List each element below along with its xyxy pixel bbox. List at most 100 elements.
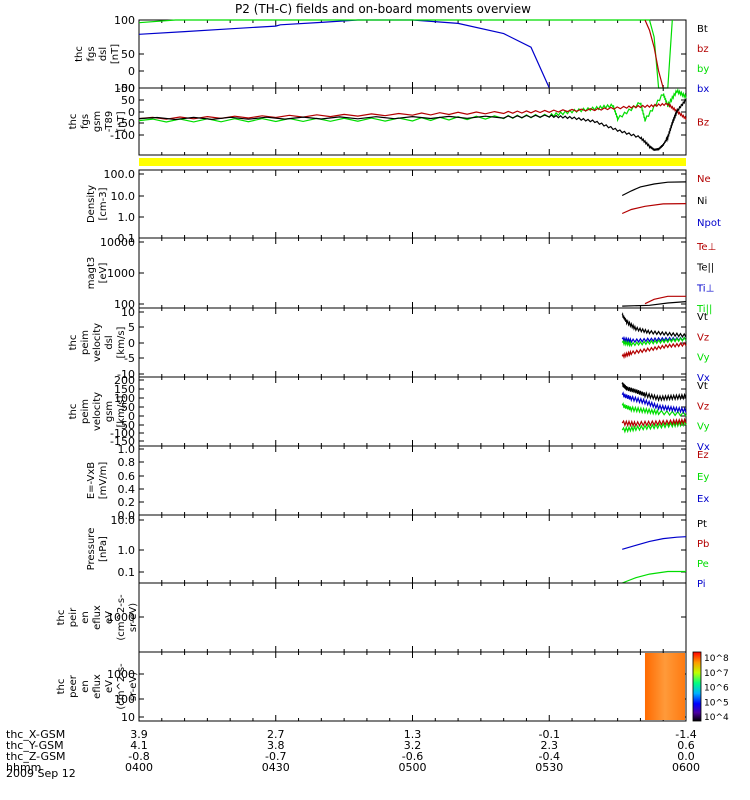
ephemeris-row-label: thc_Y-GSM: [6, 739, 64, 752]
panel-frame-efield: [138, 445, 687, 516]
panel-efield: 1.00.80.60.40.20.0 E=-VxB [mV/m] Ez Ey Ex: [86, 443, 709, 522]
y-tick-label: 1000: [107, 611, 135, 624]
colorbar-tick-label: 10^5: [704, 698, 729, 708]
y-axis-label-line: [mV/m]: [98, 462, 109, 500]
y-axis-label-line: velocity: [92, 323, 103, 362]
y-tick-label: 1.0: [118, 211, 136, 224]
y-axis-label-line: thc: [56, 610, 67, 626]
y-tick-label: 0.2: [118, 496, 136, 509]
y-axis-label-line: peim: [80, 399, 91, 424]
y-tick-label: 50: [121, 94, 135, 107]
panel-frame-pressure: [138, 514, 687, 584]
series-vt-dsl: [621, 312, 687, 338]
y-axis-label-line: dsl: [98, 47, 109, 61]
series-vy-gsm-low: [621, 419, 687, 434]
panel-fgs-dsl: 100 50 0 -50 thc fgs dsl [nT] Bt bz by bx: [74, 14, 709, 95]
panel-peir-spec: 1000 thc peir en eflux eV (cm^2-s-sr-eV): [56, 582, 687, 653]
ephemeris-table: thc_X-GSMthc_Y-GSMthc_Z-GSMhhmm3.94.1-0.…: [6, 728, 700, 774]
legend-Ey: Ey: [697, 472, 709, 483]
y-tick-label: 0.1: [118, 232, 136, 245]
ephemeris-value: -1.4: [675, 728, 696, 741]
y-axis-label-line: thc: [74, 46, 85, 62]
series-ne: [621, 203, 687, 215]
y-axis-label-line: Density: [86, 185, 97, 223]
legend-Vt: Vt: [697, 381, 708, 392]
ephemeris-value: 0530: [535, 761, 563, 774]
legend-Ti||: Ti||: [696, 304, 712, 315]
y-axis-label-line: Pressure: [86, 528, 97, 571]
y-tick-label: 0.6: [118, 470, 136, 483]
ephemeris-value: 3.8: [267, 739, 285, 752]
legend-Ni: Ni: [697, 196, 707, 207]
ephemeris-row-label: thc_X-GSM: [6, 728, 65, 741]
y-tick-label: -100: [110, 129, 135, 142]
y-axis-label-line: dsl: [104, 335, 115, 349]
y-axis-label-line: [eV]: [98, 263, 109, 284]
ephemeris-value: -0.8: [128, 750, 149, 763]
y-tick-label: -50: [117, 82, 135, 95]
legend-Vz: Vz: [697, 332, 709, 343]
ephemeris-value: 0500: [399, 761, 427, 774]
y-tick-label: 0.8: [118, 456, 136, 469]
y-tick-label: 100: [114, 392, 135, 405]
y-axis-label-line: velocity: [92, 392, 103, 431]
y-axis-label-line: sr-eV): [128, 603, 139, 632]
ephemeris-value: 2.3: [541, 739, 559, 752]
legend-Bz: Bz: [697, 118, 709, 129]
series-vy-gsm: [621, 402, 687, 417]
y-tick-label: 0: [128, 65, 135, 78]
legend-Pe: Pe: [697, 559, 709, 570]
y-axis-label-line: eV: [104, 680, 115, 693]
legend-Te||: Te||: [696, 263, 714, 274]
legend-Pi: Pi: [697, 579, 706, 590]
y-axis-label-line: thc: [56, 679, 67, 695]
y-axis-label-line: [cm-3]: [98, 187, 109, 220]
y-axis-label-line: E=-VxB: [86, 462, 97, 499]
colorbar-tick-label: 10^7: [704, 669, 729, 679]
y-tick-label: 0: [128, 106, 135, 119]
y-tick-label: 100: [114, 298, 135, 311]
y-axis-label-line: sr-eV): [128, 672, 139, 701]
y-tick-label: 10.0: [111, 514, 136, 527]
legend-Te⊥: Te⊥: [696, 242, 716, 253]
ephemeris-value: -0.1: [539, 728, 560, 741]
legend-Pb: Pb: [697, 539, 709, 550]
y-axis-label-line: thc: [68, 335, 79, 351]
y-tick-label: -100: [110, 427, 135, 440]
y-axis-label-line: [nT]: [116, 111, 127, 131]
legend-Bt: Bt: [697, 24, 708, 35]
series-bz: [644, 19, 664, 89]
y-tick-label: -5: [124, 352, 135, 365]
ephemeris-value: -0.6: [402, 750, 423, 763]
ephemeris-value: -0.4: [539, 750, 560, 763]
series-bt-gsm: [138, 98, 687, 151]
y-tick-label: 0: [128, 410, 135, 423]
ephemeris-value: 0400: [125, 761, 153, 774]
y-axis-label-line: magt3: [86, 257, 97, 290]
y-axis-label-line: gsm: [92, 111, 103, 132]
series-by-gsm: [138, 87, 687, 123]
date-label: 2009 Sep 12: [6, 767, 76, 780]
legend-bx: bx: [697, 84, 709, 95]
y-axis-label-line: peir: [68, 607, 79, 627]
colorbar-tick-label: 10^8: [704, 654, 729, 664]
y-tick-label: 10000: [100, 236, 135, 249]
ephemeris-value: -0.7: [265, 750, 286, 763]
y-axis-label-line: fgs: [80, 114, 91, 129]
ephemeris-value: 0600: [672, 761, 700, 774]
series-by: [138, 19, 673, 89]
y-tick-label: 5: [128, 321, 135, 334]
series-bz-gsm: [138, 102, 687, 120]
ephemeris-row-label: thc_Z-GSM: [6, 750, 66, 763]
panel-frame-temperature: [138, 237, 687, 309]
y-axis-label-line: [nT]: [110, 44, 121, 64]
ephemeris-value: 0.0: [677, 750, 695, 763]
panel-frame-density: [138, 169, 687, 239]
mode-bar-fill: [139, 158, 686, 166]
y-axis-label-line: eflux: [92, 674, 103, 699]
panel-frame-peer-spec: [138, 651, 687, 722]
